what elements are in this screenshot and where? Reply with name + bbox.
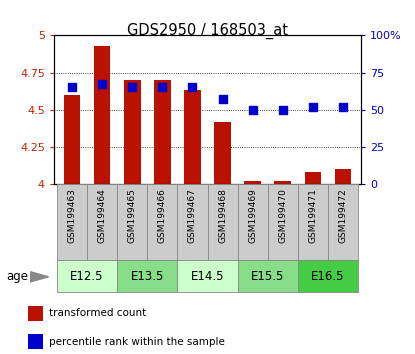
Text: GSM199464: GSM199464	[98, 188, 107, 242]
Bar	[274, 181, 291, 184]
Bar	[335, 169, 351, 184]
Bar	[208, 184, 238, 260]
Text: E16.5: E16.5	[311, 270, 345, 282]
Bar	[117, 260, 177, 292]
Text: GSM199468: GSM199468	[218, 188, 227, 243]
Text: transformed count: transformed count	[49, 308, 146, 318]
Point	[99, 82, 105, 87]
Bar	[57, 260, 117, 292]
Bar	[298, 260, 358, 292]
Bar	[298, 184, 328, 260]
Point	[310, 104, 316, 110]
Bar	[184, 90, 201, 184]
Text: GDS2950 / 168503_at: GDS2950 / 168503_at	[127, 23, 288, 39]
Bar	[328, 184, 358, 260]
Bar	[124, 80, 141, 184]
Bar	[147, 184, 177, 260]
Point	[129, 85, 136, 90]
Bar	[117, 184, 147, 260]
Point	[189, 85, 196, 90]
Bar	[64, 95, 80, 184]
Text: GSM199470: GSM199470	[278, 188, 287, 243]
Bar	[238, 184, 268, 260]
Point	[339, 104, 346, 110]
Point	[159, 85, 166, 90]
Bar	[154, 80, 171, 184]
Point	[279, 107, 286, 113]
Bar	[28, 334, 43, 349]
Text: GSM199469: GSM199469	[248, 188, 257, 243]
Bar	[28, 306, 43, 321]
Text: GSM199467: GSM199467	[188, 188, 197, 243]
Bar	[244, 181, 261, 184]
Text: percentile rank within the sample: percentile rank within the sample	[49, 337, 225, 347]
Bar	[305, 172, 321, 184]
Bar	[238, 260, 298, 292]
Polygon shape	[30, 272, 49, 282]
Text: E14.5: E14.5	[191, 270, 224, 282]
Bar	[87, 184, 117, 260]
Text: age: age	[6, 270, 28, 283]
Text: E13.5: E13.5	[131, 270, 164, 282]
Text: GSM199465: GSM199465	[128, 188, 137, 243]
Bar	[94, 46, 110, 184]
Point	[219, 97, 226, 102]
Point	[249, 107, 256, 113]
Bar	[177, 184, 208, 260]
Bar	[177, 260, 238, 292]
Bar	[57, 184, 87, 260]
Text: E15.5: E15.5	[251, 270, 284, 282]
Text: GSM199466: GSM199466	[158, 188, 167, 243]
Text: GSM199472: GSM199472	[339, 188, 347, 242]
Text: E12.5: E12.5	[70, 270, 104, 282]
Point	[69, 85, 76, 90]
Bar	[268, 184, 298, 260]
Bar	[214, 122, 231, 184]
Text: GSM199471: GSM199471	[308, 188, 317, 243]
Text: GSM199463: GSM199463	[68, 188, 76, 243]
